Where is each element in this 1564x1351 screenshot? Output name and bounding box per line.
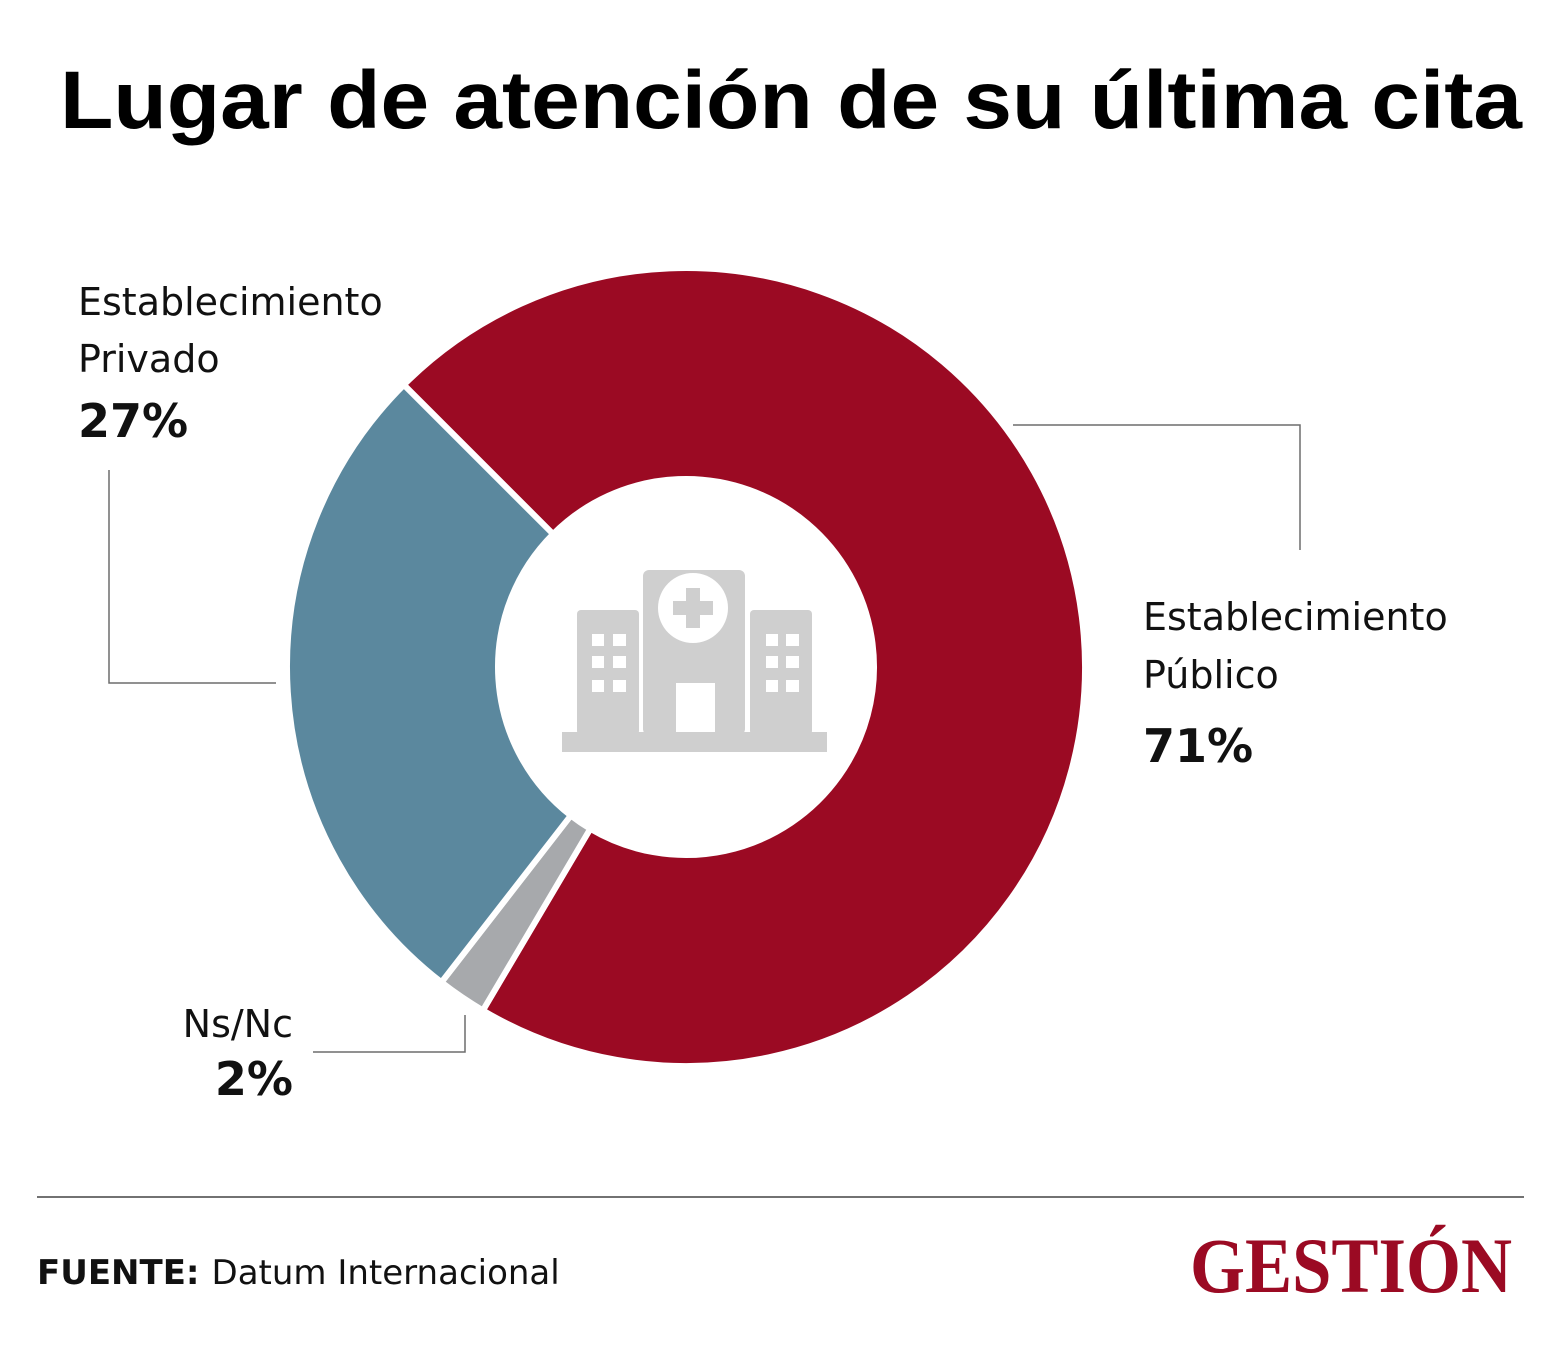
label-publico-line2: Público [1143, 653, 1279, 697]
chart-title: Lugar de atención de su última cita [60, 55, 1523, 146]
hospital-icon [562, 570, 827, 752]
leader-line-nsnc [313, 1015, 466, 1053]
label-nsnc: Ns/Nc [183, 1002, 293, 1046]
value-label-privado: 27% [78, 394, 188, 448]
label-privado-line1: Establecimiento [78, 280, 383, 324]
gestion-logo: GESTIÓN [1190, 1222, 1512, 1309]
leader-line-publico [1013, 424, 1301, 550]
donut-slice-publico [399, 265, 1088, 1069]
label-publico-line1: Establecimiento [1143, 595, 1448, 639]
value-label-publico: 71% [1143, 719, 1253, 773]
value-label-nsnc: 2% [215, 1052, 293, 1106]
source-value: Datum Internacional [212, 1253, 560, 1293]
label-privado-line2: Privado [78, 337, 220, 381]
donut-slice-privado [284, 380, 575, 987]
leader-line-privado [108, 470, 276, 684]
source-line: FUENTE: Datum Internacional [37, 1253, 560, 1293]
donut-chart [284, 265, 1088, 1069]
source-label: FUENTE: [37, 1253, 200, 1293]
